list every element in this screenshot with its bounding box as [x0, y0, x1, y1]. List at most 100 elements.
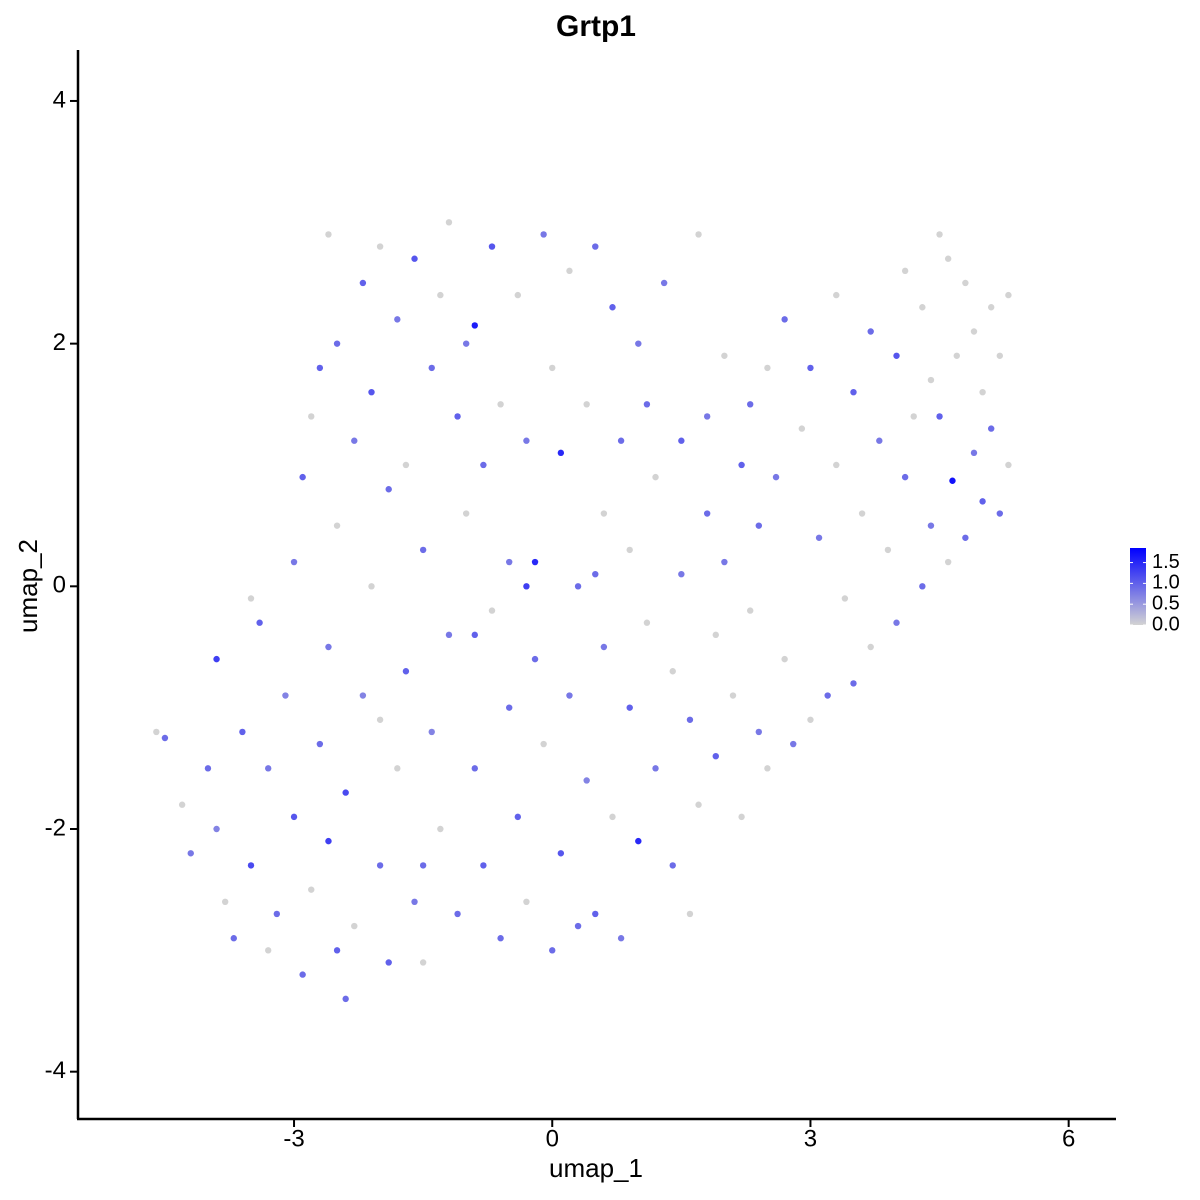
point: [471, 322, 478, 329]
point: [987, 425, 995, 432]
point: [523, 437, 530, 444]
point: [531, 655, 539, 663]
y-tick-label: 4: [53, 86, 66, 113]
point: [876, 437, 883, 444]
point: [721, 352, 728, 359]
point: [402, 461, 410, 469]
point: [678, 437, 685, 444]
chart-title: Grtp1: [556, 10, 636, 43]
point: [609, 813, 616, 821]
x-tick-label: -3: [283, 1125, 304, 1152]
point: [549, 364, 556, 372]
point: [695, 801, 702, 808]
point: [867, 328, 874, 335]
point: [497, 935, 504, 942]
point: [1005, 291, 1012, 299]
point: [376, 243, 384, 250]
point: [884, 546, 892, 554]
point: [643, 619, 651, 626]
point: [523, 898, 530, 906]
point: [514, 291, 522, 299]
point: [583, 401, 590, 408]
point: [230, 935, 237, 942]
point: [695, 231, 702, 238]
point: [411, 255, 418, 262]
x-tick-label: 6: [1062, 1125, 1075, 1152]
point: [265, 947, 272, 954]
point: [161, 734, 169, 742]
point: [540, 231, 547, 238]
point: [987, 304, 995, 311]
point: [428, 728, 435, 736]
point: [419, 959, 427, 966]
point: [747, 401, 754, 408]
point: [411, 898, 418, 906]
point: [213, 655, 220, 663]
point: [798, 425, 806, 432]
point: [402, 668, 410, 675]
point: [643, 401, 651, 408]
point: [557, 449, 565, 457]
point: [617, 935, 625, 942]
point: [962, 534, 969, 541]
point: [686, 716, 694, 723]
point: [462, 340, 470, 347]
point: [592, 570, 599, 578]
point: [531, 558, 539, 566]
point: [187, 850, 194, 857]
point: [213, 825, 220, 833]
point: [549, 947, 556, 954]
point: [850, 680, 857, 687]
point: [996, 352, 1004, 359]
point: [936, 231, 943, 238]
point: [949, 477, 956, 484]
point: [635, 340, 642, 347]
point: [772, 473, 780, 481]
point: [970, 449, 978, 457]
point: [394, 765, 401, 772]
point: [893, 352, 900, 359]
point: [944, 558, 952, 566]
point: [299, 971, 306, 978]
point: [385, 486, 392, 493]
point: [574, 922, 582, 930]
point: [600, 643, 608, 651]
point: [833, 291, 840, 299]
point: [893, 619, 900, 626]
point: [600, 510, 608, 517]
point: [592, 910, 599, 918]
point: [970, 328, 978, 335]
point: [308, 886, 315, 893]
point: [247, 595, 255, 602]
point: [299, 473, 306, 481]
point: [488, 607, 496, 614]
point: [703, 413, 711, 420]
point: [462, 510, 470, 517]
point: [609, 304, 616, 311]
point: [316, 740, 324, 748]
point: [394, 316, 401, 323]
point: [712, 752, 719, 760]
point: [325, 231, 332, 238]
point: [316, 364, 324, 372]
point: [790, 740, 797, 748]
point: [669, 862, 676, 869]
point: [445, 631, 453, 639]
point: [962, 279, 969, 287]
point: [480, 461, 487, 469]
point: [927, 376, 935, 384]
colorbar-tick-label: 1.0: [1152, 572, 1180, 594]
point: [781, 316, 788, 323]
point: [910, 413, 917, 420]
point: [454, 910, 461, 918]
colorbar-tick-label: 1.5: [1152, 551, 1180, 573]
y-axis-label: umap_2: [13, 539, 43, 633]
point: [247, 862, 255, 869]
point: [178, 801, 186, 808]
point: [583, 777, 590, 784]
point: [437, 291, 444, 299]
point: [833, 461, 840, 469]
point: [626, 704, 633, 711]
point: [368, 583, 375, 590]
